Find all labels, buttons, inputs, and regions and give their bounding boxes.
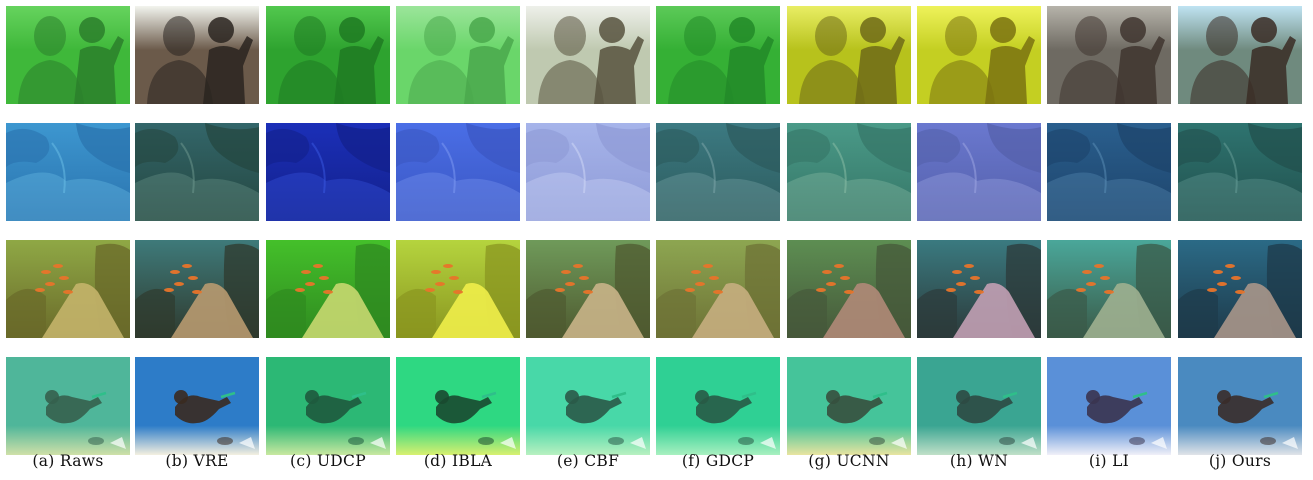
result-image-fish-slope-col-4 — [396, 240, 520, 338]
underwater-photo — [396, 6, 520, 104]
underwater-photo — [787, 6, 911, 104]
result-image-statue-and-diver-col-8 — [917, 6, 1041, 104]
result-image-statue-and-diver-col-2 — [135, 6, 259, 104]
figure-image-grid — [6, 6, 1309, 455]
image-row-diver-sand — [6, 357, 1309, 455]
underwater-photo — [1178, 6, 1302, 104]
underwater-photo — [526, 240, 650, 338]
column-caption: (d) IBLA — [423, 452, 493, 470]
column-caption: (i) LI — [1088, 452, 1130, 470]
column-caption: (e) CBF — [556, 452, 620, 470]
result-image-diver-sand-col-5 — [526, 357, 650, 455]
underwater-photo — [1178, 123, 1302, 221]
result-image-statue-and-diver-col-10 — [1178, 6, 1302, 104]
result-image-fish-slope-col-10 — [1178, 240, 1302, 338]
result-image-coral-reef-col-4 — [396, 123, 520, 221]
result-image-diver-sand-col-8 — [917, 357, 1041, 455]
underwater-photo — [135, 240, 259, 338]
result-image-fish-slope-col-2 — [135, 240, 259, 338]
column-caption: (a) Raws — [32, 452, 104, 470]
column-caption: (h) WN — [949, 452, 1009, 470]
result-image-diver-sand-col-10 — [1178, 357, 1302, 455]
underwater-photo — [6, 123, 130, 221]
underwater-photo — [787, 240, 911, 338]
result-image-fish-slope-col-5 — [526, 240, 650, 338]
column-caption: (j) Ours — [1208, 452, 1272, 470]
image-row-statue-and-diver — [6, 6, 1309, 104]
result-image-fish-slope-col-3 — [266, 240, 390, 338]
underwater-photo — [135, 123, 259, 221]
result-image-statue-and-diver-col-5 — [526, 6, 650, 104]
underwater-photo — [656, 357, 780, 455]
underwater-photo — [396, 123, 520, 221]
underwater-photo — [656, 123, 780, 221]
underwater-photo — [266, 6, 390, 104]
underwater-photo — [6, 357, 130, 455]
result-image-statue-and-diver-col-1 — [6, 6, 130, 104]
underwater-photo — [1047, 357, 1171, 455]
underwater-photo — [917, 123, 1041, 221]
result-image-diver-sand-col-7 — [787, 357, 911, 455]
underwater-photo — [787, 123, 911, 221]
result-image-diver-sand-col-4 — [396, 357, 520, 455]
result-image-diver-sand-col-9 — [1047, 357, 1171, 455]
underwater-photo — [1047, 240, 1171, 338]
column-caption: (f) GDCP — [681, 452, 755, 470]
underwater-photo — [135, 6, 259, 104]
underwater-photo — [266, 123, 390, 221]
underwater-photo — [1178, 357, 1302, 455]
result-image-coral-reef-col-7 — [787, 123, 911, 221]
result-image-statue-and-diver-col-7 — [787, 6, 911, 104]
underwater-photo — [526, 357, 650, 455]
result-image-coral-reef-col-1 — [6, 123, 130, 221]
underwater-photo — [396, 357, 520, 455]
result-image-coral-reef-col-3 — [266, 123, 390, 221]
result-image-coral-reef-col-8 — [917, 123, 1041, 221]
result-image-statue-and-diver-col-4 — [396, 6, 520, 104]
underwater-photo — [526, 6, 650, 104]
result-image-diver-sand-col-2 — [135, 357, 259, 455]
underwater-photo — [656, 240, 780, 338]
column-caption: (g) UCNN — [808, 452, 890, 470]
underwater-photo — [787, 357, 911, 455]
column-caption: (c) UDCP — [290, 452, 366, 470]
underwater-photo — [917, 240, 1041, 338]
underwater-photo — [6, 6, 130, 104]
underwater-photo — [656, 6, 780, 104]
result-image-coral-reef-col-5 — [526, 123, 650, 221]
result-image-diver-sand-col-3 — [266, 357, 390, 455]
result-image-coral-reef-col-2 — [135, 123, 259, 221]
result-image-fish-slope-col-8 — [917, 240, 1041, 338]
underwater-photo — [917, 357, 1041, 455]
underwater-photo — [1178, 240, 1302, 338]
result-image-fish-slope-col-9 — [1047, 240, 1171, 338]
result-image-coral-reef-col-10 — [1178, 123, 1302, 221]
column-caption: (b) VRE — [165, 452, 229, 470]
underwater-photo — [526, 123, 650, 221]
underwater-photo — [6, 240, 130, 338]
underwater-photo — [1047, 6, 1171, 104]
underwater-photo — [396, 240, 520, 338]
figure-captions: (a) Raws (b) VRE (c) UDCP (d) IBLA (e) CBF (f… — [6, 452, 1309, 476]
result-image-coral-reef-col-9 — [1047, 123, 1171, 221]
result-image-fish-slope-col-1 — [6, 240, 130, 338]
result-image-coral-reef-col-6 — [656, 123, 780, 221]
result-image-statue-and-diver-col-6 — [656, 6, 780, 104]
result-image-statue-and-diver-col-9 — [1047, 6, 1171, 104]
underwater-photo — [266, 240, 390, 338]
result-image-diver-sand-col-6 — [656, 357, 780, 455]
result-image-statue-and-diver-col-3 — [266, 6, 390, 104]
image-row-fish-slope — [6, 240, 1309, 338]
result-image-diver-sand-col-1 — [6, 357, 130, 455]
result-image-fish-slope-col-7 — [787, 240, 911, 338]
underwater-photo — [135, 357, 259, 455]
underwater-photo — [917, 6, 1041, 104]
underwater-photo — [266, 357, 390, 455]
result-image-fish-slope-col-6 — [656, 240, 780, 338]
underwater-photo — [1047, 123, 1171, 221]
image-row-coral-reef — [6, 123, 1309, 221]
